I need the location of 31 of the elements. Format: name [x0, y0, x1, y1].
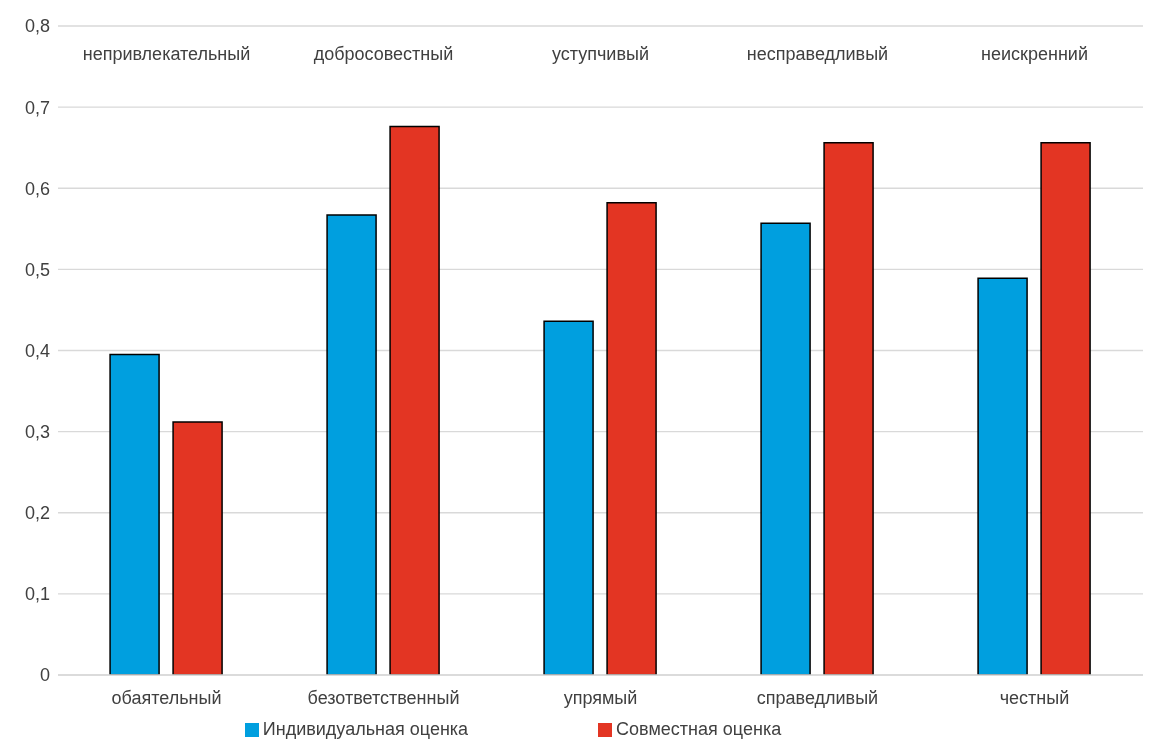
y-tick-label: 0,6: [24, 178, 50, 199]
bar: [543, 320, 594, 675]
y-tick-label: 0,5: [24, 259, 50, 280]
legend-label: Индивидуальная оценка: [262, 719, 469, 739]
bar: [760, 222, 811, 675]
annotation: непривлекательный: [81, 44, 252, 65]
annotation: уступчивый: [551, 44, 650, 65]
x-tick-label: честный: [999, 687, 1070, 708]
bar: [823, 142, 874, 675]
x-tick-label: безответственный: [307, 687, 460, 708]
y-tick-label: 0,7: [24, 97, 50, 118]
annotation: добросовестный: [312, 44, 455, 65]
y-tick-label: 0: [39, 665, 50, 686]
bar: [606, 202, 657, 675]
y-tick-label: 0,2: [24, 503, 50, 524]
x-tick-label: обаятельный: [111, 687, 222, 708]
annotation: неискренний: [980, 44, 1089, 65]
bar: [326, 214, 377, 675]
bar: [1040, 142, 1091, 675]
y-tick-label: 0,1: [24, 584, 50, 605]
bar: [389, 125, 440, 675]
y-tick-label: 0,3: [24, 422, 50, 443]
y-tick-label: 0,8: [24, 16, 50, 37]
legend-label: Совместная оценка: [616, 719, 782, 739]
bar: [172, 421, 223, 675]
bar: [977, 277, 1028, 675]
x-tick-label: справедливый: [756, 687, 879, 708]
y-tick-label: 0,4: [24, 340, 50, 361]
bar: [109, 353, 160, 675]
x-tick-label: упрямый: [563, 687, 638, 708]
annotation: несправедливый: [745, 44, 890, 65]
